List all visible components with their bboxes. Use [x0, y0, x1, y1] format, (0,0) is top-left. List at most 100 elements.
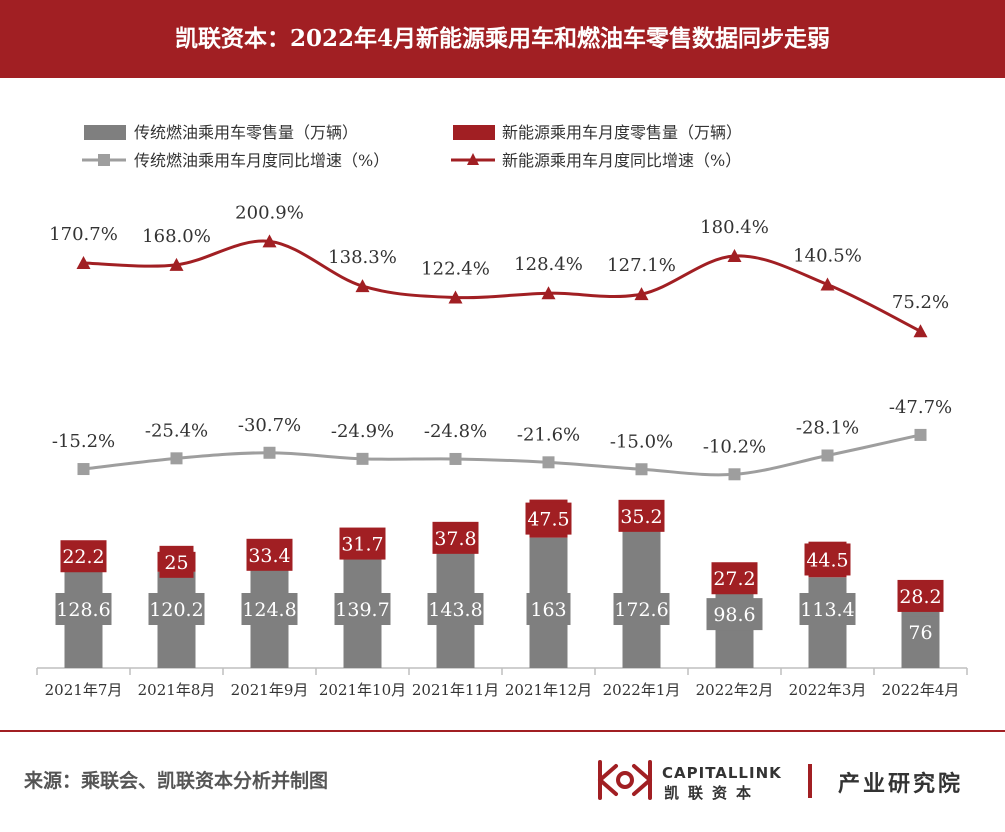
bar-gray-label-box	[241, 593, 298, 625]
line-red-marker	[634, 287, 649, 301]
bar-gray-label: 139.7	[335, 599, 389, 621]
bar-red-label-box	[897, 579, 944, 612]
bar-red-label-box	[432, 521, 479, 554]
source-note: 来源：乘联会、凯联资本分析并制图	[24, 770, 329, 792]
bar-gray-label: 98.6	[713, 604, 755, 626]
bar-red-label: 28.2	[899, 586, 941, 608]
legend-label-gray-bar: 传统燃油乘用车零售量（万辆）	[134, 123, 358, 142]
bar-red-label: 27.2	[713, 568, 755, 590]
line-red-marker	[355, 279, 370, 293]
line-red-label: 128.4%	[514, 254, 583, 275]
line-red-label: 75.2%	[892, 292, 949, 313]
line-gray-label: -15.2%	[52, 431, 115, 452]
line-gray-label: -30.7%	[238, 415, 301, 436]
legend: 传统燃油乘用车零售量（万辆） 新能源乘用车月度零售量（万辆） 传统燃油乘用车月度…	[82, 123, 742, 170]
legend-marker-red-line	[467, 153, 479, 165]
bar-gray-label: 120.2	[149, 599, 203, 621]
legend-item-red-line[interactable]: 新能源乘用车月度同比增速（%）	[451, 151, 741, 170]
line-red-label: 200.9%	[235, 202, 304, 223]
x-tick-label: 2021年9月	[231, 681, 309, 699]
line-red-growth	[83, 239, 922, 333]
line-gray-label: -10.2%	[703, 436, 766, 457]
bar-red-label-box	[159, 545, 194, 578]
bar-red-label: 25	[164, 552, 188, 574]
line-red-label: 122.4%	[421, 258, 490, 279]
x-tick-label: 2021年10月	[319, 681, 406, 699]
bar-gray-label-box	[902, 616, 939, 649]
line-gray-marker	[449, 452, 462, 465]
bar-gray-label-box	[613, 593, 670, 625]
bar-gray-label: 163	[530, 599, 566, 621]
bar-gray-label: 76	[908, 622, 932, 644]
legend-label-gray-line: 传统燃油乘用车月度同比增速（%）	[134, 151, 389, 170]
chart-area: 传统燃油乘用车零售量（万辆） 新能源乘用车月度零售量（万辆） 传统燃油乘用车月度…	[36, 123, 968, 699]
line-gray-marker	[728, 468, 741, 481]
line-gray-label: -21.6%	[517, 424, 580, 445]
line-gray-label: -24.9%	[331, 421, 394, 442]
x-tick-label: 2022年2月	[696, 681, 774, 699]
bar-gray-label-box	[799, 593, 856, 625]
bar-gray-label: 124.8	[242, 599, 296, 621]
legend-item-gray-bar[interactable]: 传统燃油乘用车零售量（万辆）	[84, 123, 358, 142]
line-red-label: 168.0%	[142, 226, 211, 247]
bar-gray-label: 113.4	[800, 599, 854, 621]
bar-red-label: 22.2	[62, 546, 104, 568]
bar-gray-label-box	[148, 593, 205, 625]
line-red-marker	[913, 324, 928, 338]
legend-marker-gray-line	[98, 154, 110, 166]
line-gray-label: -28.1%	[796, 417, 859, 438]
bar-red-label-box	[804, 543, 851, 576]
bar-gray-label-box	[706, 598, 763, 631]
bar-red-label-box	[525, 502, 572, 535]
line-gray-marker	[914, 428, 927, 441]
logo-separator	[808, 764, 812, 798]
bar-gray-label-box	[427, 593, 484, 625]
line-red-label: 138.3%	[328, 247, 397, 268]
x-tick-label: 2022年4月	[882, 681, 960, 699]
line-red-label: 127.1%	[607, 255, 676, 276]
legend-item-gray-line[interactable]: 传统燃油乘用车月度同比增速（%）	[82, 151, 389, 170]
line-gray-label: -15.0%	[610, 431, 673, 452]
bar-red-label: 35.2	[620, 506, 662, 528]
bar-red-label-box	[618, 499, 665, 532]
institute-name: 产业研究院	[838, 771, 964, 797]
x-tick-label: 2022年3月	[789, 681, 867, 699]
bar-red-label: 37.8	[434, 528, 476, 550]
bar-gray-label-box	[526, 593, 571, 625]
line-gray-marker	[635, 463, 648, 476]
line-gray-marker	[263, 446, 276, 459]
bar-red-label: 44.5	[806, 549, 848, 571]
line-gray-marker	[170, 452, 183, 465]
line-gray-marker	[542, 456, 555, 469]
plot-area: 2021年7月 2021年8月 2021年9月 2021年10月 2021年11月 202…	[36, 202, 968, 699]
line-red-label: 170.7%	[49, 224, 118, 245]
bar-gray-label: 128.6	[56, 599, 110, 621]
line-red-marker	[448, 290, 463, 304]
bar-red-label: 31.7	[341, 534, 383, 556]
legend-swatch-gray-bar	[84, 125, 126, 140]
x-tick-label: 2022年1月	[603, 681, 681, 699]
bar-red-label: 33.4	[248, 545, 290, 567]
line-gray-marker	[821, 449, 834, 462]
capitallink-logo-icon	[598, 760, 652, 800]
line-gray-marker	[77, 463, 90, 476]
line-red-marker	[262, 234, 277, 248]
logo-text-cn: 凯联资本	[664, 784, 761, 802]
legend-label-red-line: 新能源乘用车月度同比增速（%）	[502, 151, 741, 170]
bar-gray-label: 172.6	[614, 599, 668, 621]
line-red-label: 180.4%	[700, 217, 769, 238]
x-tick-label: 2021年11月	[412, 681, 499, 699]
bar-gray-label-box	[55, 593, 112, 625]
logo-text-en: CAPITALLINK	[662, 764, 782, 782]
line-gray-label: -47.7%	[889, 397, 952, 418]
bar-red-label-box	[711, 562, 758, 595]
line-red-marker	[169, 257, 184, 271]
x-tick-label: 2021年12月	[505, 681, 592, 699]
bar-red-label-box	[60, 540, 107, 573]
bar-gray-label-box	[334, 593, 391, 625]
legend-item-red-bar[interactable]: 新能源乘用车月度零售量（万辆）	[453, 123, 742, 142]
bar-red-label-box	[339, 527, 386, 560]
line-gray-label: -25.4%	[145, 420, 208, 441]
footer-divider	[0, 730, 1005, 732]
line-gray-marker	[356, 452, 369, 465]
